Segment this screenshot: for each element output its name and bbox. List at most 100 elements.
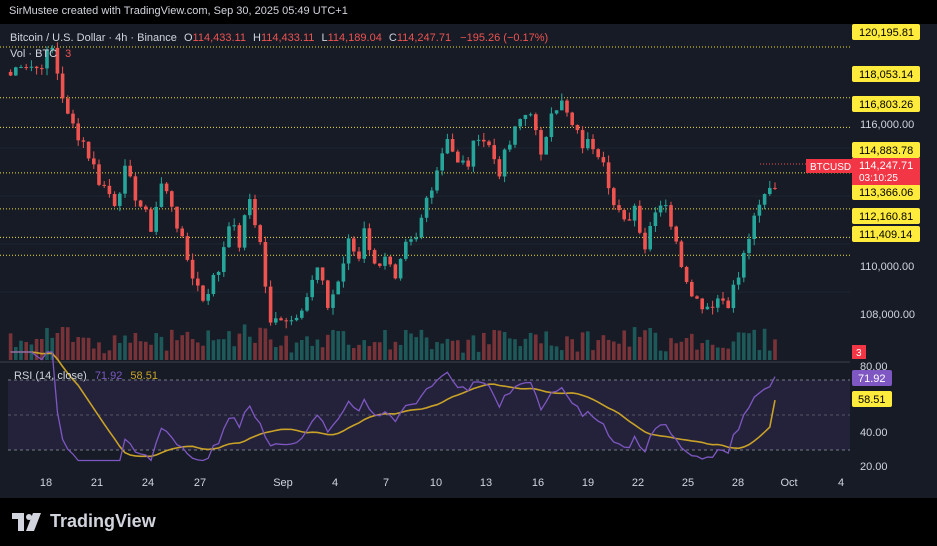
- volume-bar: [274, 347, 278, 360]
- candle-body: [617, 205, 621, 211]
- low-value: 114,189.04: [328, 32, 382, 44]
- volume-bar: [55, 332, 60, 360]
- volume-bar: [300, 339, 304, 360]
- volume-bar: [144, 341, 148, 360]
- candle-body: [648, 226, 652, 250]
- candle-body: [268, 286, 273, 323]
- open-label: O: [184, 32, 193, 44]
- candle-body: [164, 183, 169, 192]
- volume-bar: [414, 337, 418, 360]
- candle-body: [705, 306, 710, 310]
- volume-bar: [664, 351, 668, 360]
- open-value: 114,433.11: [193, 32, 246, 44]
- candle-body: [237, 225, 242, 248]
- candle-body: [222, 247, 226, 272]
- volume-bar: [362, 340, 366, 360]
- high-label: H: [253, 32, 261, 44]
- volume-bar: [128, 342, 132, 360]
- volume-bar: [378, 342, 382, 360]
- time-tick: 4: [838, 477, 844, 489]
- volume-bar: [430, 349, 434, 360]
- time-axis[interactable]: 18 21 24 27 Sep 4 7 10 13 16 19 22 25 28 Oct 4: [40, 477, 844, 489]
- candle-body: [284, 320, 288, 322]
- volume-bar: [352, 348, 356, 360]
- volume-bar: [393, 341, 398, 360]
- symbol-legend[interactable]: Bitcoin / U.S. Dollar · 4h · Binance O11…: [10, 32, 548, 60]
- candle-body: [762, 194, 767, 205]
- volume-bar: [435, 342, 439, 360]
- volume-bar: [164, 350, 169, 360]
- price-pane[interactable]: [0, 42, 850, 360]
- volume-bar: [674, 343, 678, 360]
- level-badge-text: 118,053.14: [859, 69, 913, 81]
- candle-body: [445, 138, 450, 154]
- volume-bar: [289, 352, 294, 360]
- candle-body: [372, 250, 377, 264]
- attribution-bar: SirMustee created with TradingView.com, …: [0, 0, 937, 24]
- volume-bar: [731, 341, 736, 360]
- candle-body: [456, 151, 460, 163]
- candle-body: [497, 159, 502, 177]
- volume-bar: [409, 333, 413, 360]
- rsi-pane[interactable]: RSI (14, close) 71.92 58.51: [8, 351, 850, 462]
- volume-bar: [513, 339, 517, 360]
- volume-bar: [175, 340, 179, 360]
- candle-body: [71, 113, 75, 124]
- candle-body: [487, 141, 491, 146]
- candle-body: [435, 170, 439, 191]
- chart-area[interactable]: Bitcoin / U.S. Dollar · 4h · Binance O11…: [0, 24, 937, 498]
- symbol-title[interactable]: Bitcoin / U.S. Dollar · 4h · Binance: [10, 32, 177, 44]
- candle-body: [721, 298, 725, 301]
- candle-body: [175, 206, 179, 229]
- volume-bar: [227, 331, 231, 360]
- volume-bar: [586, 331, 590, 360]
- candle-body: [664, 205, 668, 207]
- volume-bar: [482, 332, 486, 360]
- price-axis[interactable]: 116,000.00 110,000.00 108,000.00 120,195…: [806, 24, 920, 359]
- chart-svg[interactable]: Bitcoin / U.S. Dollar · 4h · Binance O11…: [0, 24, 937, 498]
- volume-bar: [638, 336, 642, 360]
- volume-label[interactable]: Vol · BTC: [10, 48, 57, 60]
- low-label: L: [321, 32, 327, 44]
- volume-bar: [612, 341, 616, 360]
- volume-bar: [617, 343, 621, 360]
- candle-body: [768, 187, 772, 195]
- candle-body: [461, 160, 465, 163]
- volume-bar: [622, 330, 626, 360]
- svg-text:Bitcoin / U.S. Dollar · 4h · B: Bitcoin / U.S. Dollar · 4h · Binance O11…: [10, 32, 548, 44]
- volume-bar: [268, 339, 273, 360]
- volume-bar: [211, 340, 216, 360]
- rsi-ma-badge: [852, 391, 892, 407]
- volume-bar: [331, 329, 335, 360]
- candle-body: [66, 98, 70, 114]
- volume-bar: [736, 332, 741, 360]
- candle-body: [757, 204, 762, 216]
- candle-body: [643, 232, 647, 250]
- candle-body: [190, 259, 195, 279]
- candle-body: [294, 317, 299, 321]
- volume-bar: [606, 339, 611, 360]
- volume-bar: [669, 338, 673, 360]
- candle-body: [45, 49, 49, 69]
- level-badge: [852, 24, 920, 40]
- rsi-ma-line: [10, 351, 776, 458]
- candle-body: [414, 237, 418, 240]
- candle-body: [669, 205, 673, 227]
- volume-bar: [154, 333, 158, 360]
- candle-body: [112, 194, 117, 206]
- tradingview-logo-text: TradingView: [50, 511, 156, 531]
- volume-bar: [112, 335, 117, 360]
- volume-bar: [123, 335, 127, 360]
- svg-text:RSI (14, close) 71.9: RSI (14, close) 71.92 58.51: [14, 370, 158, 382]
- candle-body: [170, 191, 174, 207]
- rsi-axis[interactable]: 80.00 40.00 20.00 71.92 58.51: [852, 361, 892, 473]
- candle-body: [258, 225, 262, 243]
- volume-bar: [762, 328, 767, 360]
- candle-body: [279, 318, 283, 321]
- candle-body: [289, 320, 294, 322]
- volume-bar: [180, 335, 184, 360]
- rsi-label[interactable]: RSI (14, close): [14, 370, 87, 382]
- candle-body: [336, 281, 340, 295]
- candle-body: [591, 138, 595, 150]
- candle-body: [528, 114, 533, 116]
